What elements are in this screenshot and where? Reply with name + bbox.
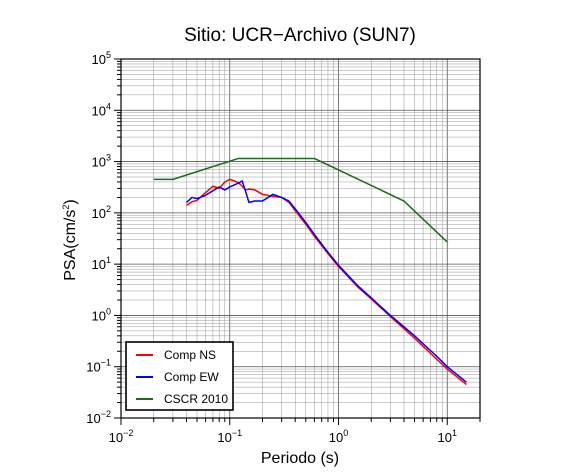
series-line-2 <box>153 157 448 243</box>
x-tick-exponent: 1 <box>452 428 457 438</box>
x-tick-base: 10 <box>217 430 231 445</box>
y-tick-exponent: 3 <box>106 153 111 163</box>
y-tick-label: 104 <box>92 101 111 118</box>
x-tick-base: 10 <box>438 430 452 445</box>
y-tick-label: 10−2 <box>86 409 111 426</box>
legend-label-1: Comp EW <box>164 370 219 384</box>
y-tick-exponent: 4 <box>106 101 111 111</box>
y-tick-base: 10 <box>86 360 100 375</box>
y-tick-exponent: 0 <box>106 306 111 316</box>
y-tick-label: 10−1 <box>86 358 111 375</box>
y-tick-label: 101 <box>92 255 111 272</box>
y-axis-label-main: PSA(cm/s <box>62 210 79 281</box>
y-tick-base: 10 <box>92 206 106 221</box>
y-tick-exponent: 2 <box>106 204 111 214</box>
y-tick-exponent: −1 <box>101 358 111 368</box>
x-tick-label: 10−2 <box>109 428 134 445</box>
y-tick-exponent: −2 <box>101 409 111 419</box>
plot-frame <box>120 58 481 419</box>
x-tick-label: 10−1 <box>217 428 242 445</box>
y-tick-base: 10 <box>92 257 106 272</box>
y-axis-label-close: ) <box>62 199 79 204</box>
legend-label-2: CSCR 2010 <box>164 392 228 406</box>
y-tick-base: 10 <box>92 103 106 118</box>
y-tick-base: 10 <box>92 155 106 170</box>
grid-lines <box>120 58 481 419</box>
legend: Comp NS Comp EW CSCR 2010 <box>125 341 234 411</box>
legend-label-0: Comp NS <box>164 348 216 362</box>
x-tick-exponent: 0 <box>343 428 348 438</box>
y-tick-exponent: 1 <box>106 255 111 265</box>
x-tick-exponent: −2 <box>123 428 133 438</box>
x-tick-label: 101 <box>438 428 457 445</box>
y-tick-base: 10 <box>86 411 100 426</box>
y-tick-base: 10 <box>92 52 106 67</box>
x-tick-label: 100 <box>329 428 348 445</box>
y-axis-label: PSA(cm/s2) <box>61 199 79 280</box>
x-tick-base: 10 <box>329 430 343 445</box>
plot-series <box>153 157 467 386</box>
y-axis-label-sup: 2 <box>61 205 71 210</box>
y-tick-label: 102 <box>92 204 111 221</box>
chart-title: Sitio: UCR−Archivo (SUN7) <box>184 25 416 46</box>
series-line-1 <box>185 180 467 383</box>
y-tick-label: 100 <box>92 306 111 323</box>
y-tick-exponent: 5 <box>106 50 111 60</box>
y-tick-label: 105 <box>92 50 111 67</box>
x-tick-exponent: −1 <box>232 428 242 438</box>
x-tick-base: 10 <box>109 430 123 445</box>
y-tick-base: 10 <box>92 308 106 323</box>
x-axis-label: Periodo (s) <box>261 450 339 467</box>
y-tick-label: 103 <box>92 153 111 170</box>
